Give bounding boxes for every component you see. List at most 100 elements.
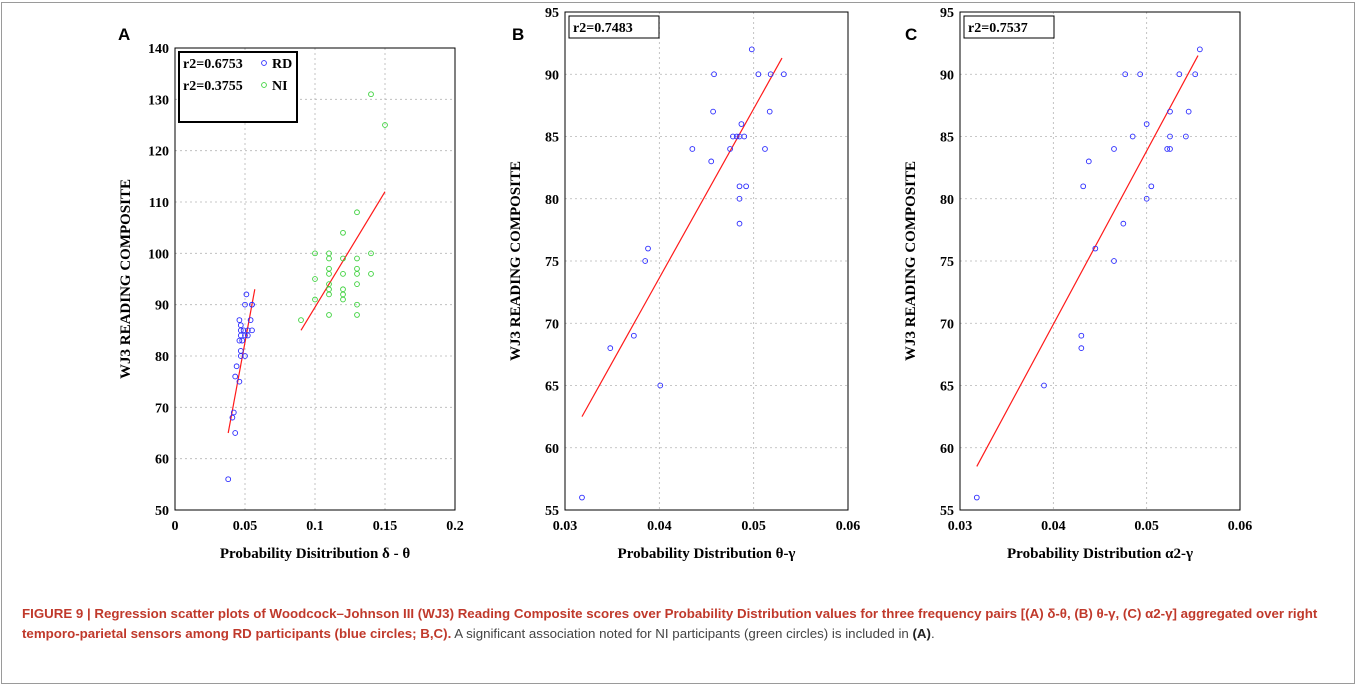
data-point [741,133,748,140]
panel-letter: B [512,25,524,44]
data-point [1143,195,1150,202]
legend-box [963,15,1055,39]
data-point [249,301,255,308]
data-point [736,195,743,202]
plot-area-frame [564,11,849,511]
data-point [1143,121,1150,127]
data-point [1078,332,1085,339]
y-tick-label: 110 [149,196,169,211]
data-point [229,414,236,421]
data-point [1185,108,1192,115]
x-tick-label: 0.04 [647,519,672,534]
data-point [1183,133,1189,140]
data-point [711,71,717,78]
data-point [1192,71,1199,78]
y-tick-label: 85 [545,131,559,146]
data-point [1122,71,1129,78]
data-point [736,183,743,190]
x-tick-label: 0.05 [1134,519,1159,534]
data-point [645,245,651,252]
plot-area-frame [959,11,1241,511]
data-point [239,337,246,344]
panel-letter: A [118,25,130,44]
legend: r2=0.6753 RD r2=0.3755 NI [178,51,298,123]
y-tick-label: 70 [155,401,169,416]
regression-line [227,289,256,434]
legend-series-name: RD [272,57,292,72]
y-tick-label: 90 [545,68,559,83]
data-point [755,71,762,78]
caption-lead: FIGURE 9 | Regression scatter plots of W… [22,606,1318,641]
data-point [973,494,980,501]
data-point [738,121,745,127]
y-tick-label: 85 [940,131,954,146]
x-tick-label: 0.2 [446,519,464,534]
y-tick-label: 120 [148,145,169,160]
data-point [727,146,733,152]
data-point [1167,108,1173,115]
data-point [340,255,346,262]
data-point [340,286,346,293]
data-point [762,146,768,152]
data-point [607,345,614,352]
data-point [743,183,749,190]
x-tick-label: 0.05 [233,519,258,534]
y-tick-label: 60 [940,442,954,457]
chart-panel-b: B 0.03 0.04 0.05 0.06 55 60 65 70 75 80 85 90 95 Proba… [508,6,860,562]
data-point [1111,258,1117,264]
data-point [244,327,251,334]
y-axis-label: WJ3 READING COMPOSITE [903,161,919,361]
data-point [326,271,332,277]
y-tick-label: 65 [545,380,559,395]
data-point [1085,158,1092,165]
legend: r2=0.7537 [963,15,1055,39]
data-point [312,296,318,303]
data-point [340,229,346,236]
data-point [1137,71,1143,78]
data-point [243,291,250,298]
chart-panel-c: C 0.03 0.04 0.05 0.06 55 60 65 70 75 80 85 90 95 Proba… [903,6,1252,562]
x-tick-label: 0.1 [306,519,324,534]
data-point [1120,220,1127,227]
legend-box [568,15,660,39]
legend-series-name: NI [272,79,288,94]
y-tick-label: 95 [940,6,954,21]
data-point [1078,345,1085,352]
data-point [242,353,248,359]
data-point [237,348,244,354]
data-point [1167,133,1173,140]
y-tick-label: 65 [940,380,954,395]
legend-r2-label: r2=0.7483 [573,21,633,36]
data-point [642,258,649,264]
data-point [1129,133,1136,140]
data-point [340,296,346,303]
data-point [1041,382,1047,389]
y-tick-label: 75 [545,255,559,270]
data-point [1167,146,1173,152]
x-tick-label: 0.04 [1041,519,1066,534]
y-tick-label: 90 [940,68,954,83]
y-tick-label: 80 [155,350,169,365]
y-tick-label: 55 [545,504,559,519]
data-point [1176,71,1183,78]
data-point [249,327,255,334]
data-point [326,312,332,318]
data-point [1111,146,1117,152]
x-tick-label: 0.06 [1228,519,1253,534]
figure-svg: A 0 0.05 0.1 0.15 0.2 50 60 70 80 90 100 110 120 130 14… [118,6,1252,562]
data-point [689,146,696,152]
data-point [631,332,637,339]
y-tick-label: 70 [940,317,954,332]
legend-marker [261,60,267,66]
data-point [766,108,773,115]
x-tick-label: 0.05 [741,519,766,534]
data-point [736,220,743,227]
data-point [710,108,716,115]
x-axis-label: Probability Distribution α2-γ [1007,546,1193,562]
panel-letter: C [905,25,917,44]
data-point [368,271,374,277]
legend: r2=0.7483 [568,15,660,39]
data-point [242,301,248,308]
data-point [312,276,318,282]
data-point [232,430,239,436]
